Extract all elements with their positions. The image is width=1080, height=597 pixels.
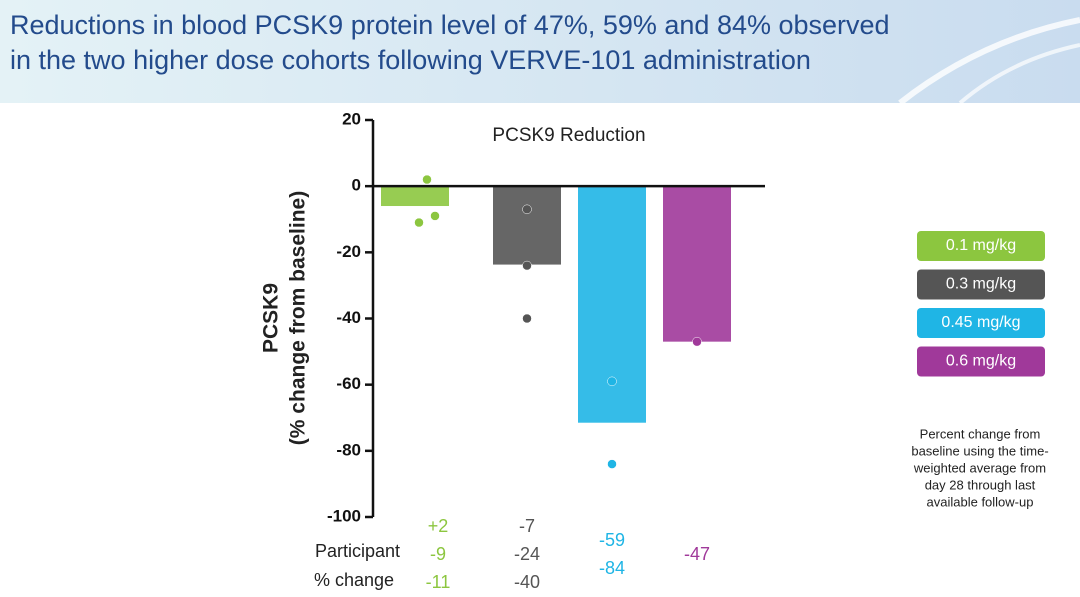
point-label: -40: [514, 572, 540, 592]
data-point: [607, 376, 617, 387]
swoosh: [898, 17, 1080, 106]
point-label: -7: [519, 516, 535, 536]
slide-title: in the two higher dose cohorts following…: [10, 45, 811, 75]
point-label: +2: [428, 516, 449, 536]
point-label: -24: [514, 544, 540, 564]
data-point: [522, 204, 532, 215]
data-point: [430, 211, 440, 221]
y-axis-label: PCSK9: [260, 283, 283, 353]
y-tick-label: 20: [342, 109, 361, 128]
legend-label: 0.1 mg/kg: [946, 237, 1016, 254]
y-tick-label: -100: [327, 506, 361, 525]
swoosh: [958, 43, 1080, 105]
data-point: [414, 217, 424, 228]
data-point: [522, 260, 532, 271]
bar: [493, 186, 561, 265]
y-tick-label: 0: [352, 176, 361, 195]
point-label: -84: [599, 558, 625, 578]
note: day 28 through last: [925, 477, 1036, 492]
legend-swatch: [917, 269, 1045, 300]
point-label: -9: [430, 544, 446, 564]
note: Percent change from: [920, 426, 1041, 441]
note: weighted average from: [913, 460, 1046, 475]
data-point: [522, 313, 532, 324]
legend-swatch: [917, 231, 1045, 261]
participant-label: % change: [314, 570, 394, 590]
legend-label: 0.45 mg/kg: [941, 314, 1020, 331]
legend-label: 0.3 mg/kg: [946, 276, 1016, 293]
legend-label: 0.6 mg/kg: [946, 353, 1016, 370]
legend-swatch: [917, 346, 1045, 377]
note: available follow-up: [927, 494, 1034, 509]
point-label: -47: [684, 544, 710, 564]
y-tick-label: -60: [336, 374, 361, 393]
bar: [381, 186, 449, 207]
bar: [663, 186, 731, 342]
point-label: -11: [426, 572, 451, 592]
y-tick-label: -40: [336, 308, 361, 327]
participant-label: Participant: [315, 541, 400, 561]
slide-title: Reductions in blood PCSK9 protein level …: [10, 10, 890, 40]
bar: [578, 186, 646, 423]
data-point: [607, 459, 617, 469]
point-label: -59: [599, 530, 625, 550]
header-band: [0, 0, 1080, 103]
note: baseline using the time-: [911, 443, 1048, 458]
y-tick-label: -80: [336, 440, 361, 459]
y-tick-label: -20: [336, 242, 361, 261]
data-point: [692, 336, 702, 347]
chart-title: PCSK9 Reduction: [492, 125, 645, 146]
legend-swatch: [917, 308, 1045, 338]
data-point: [422, 174, 432, 185]
y-axis-label: (% change from baseline): [287, 191, 310, 445]
